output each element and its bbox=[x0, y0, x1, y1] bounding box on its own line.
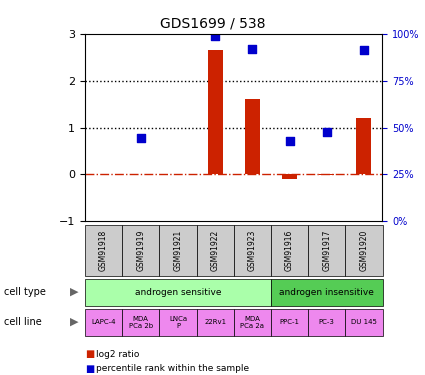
Text: ▶: ▶ bbox=[70, 317, 79, 327]
Text: ■: ■ bbox=[85, 364, 94, 374]
Text: PC-3: PC-3 bbox=[319, 319, 334, 325]
Text: 22Rv1: 22Rv1 bbox=[204, 319, 226, 325]
Text: androgen sensitive: androgen sensitive bbox=[135, 288, 221, 297]
Text: GSM91916: GSM91916 bbox=[285, 230, 294, 271]
Text: GSM91917: GSM91917 bbox=[322, 230, 331, 271]
Text: PPC-1: PPC-1 bbox=[280, 319, 300, 325]
Point bbox=[249, 46, 256, 52]
Point bbox=[212, 33, 218, 39]
Point bbox=[286, 138, 293, 144]
Text: GSM91918: GSM91918 bbox=[99, 230, 108, 271]
Bar bbox=[282, 174, 297, 179]
Point bbox=[137, 135, 144, 141]
Bar bbox=[245, 99, 260, 174]
Text: LAPC-4: LAPC-4 bbox=[91, 319, 116, 325]
Text: cell line: cell line bbox=[4, 317, 42, 327]
Text: GDS1699 / 538: GDS1699 / 538 bbox=[160, 17, 265, 31]
Bar bbox=[357, 118, 371, 174]
Text: cell type: cell type bbox=[4, 287, 46, 297]
Bar bbox=[208, 50, 223, 174]
Point bbox=[360, 47, 367, 53]
Text: GSM91923: GSM91923 bbox=[248, 230, 257, 271]
Text: GSM91921: GSM91921 bbox=[173, 230, 182, 271]
Bar bbox=[319, 174, 334, 176]
Text: log2 ratio: log2 ratio bbox=[96, 350, 139, 359]
Point bbox=[323, 129, 330, 135]
Text: GSM91920: GSM91920 bbox=[360, 230, 368, 271]
Text: GSM91919: GSM91919 bbox=[136, 230, 145, 271]
Text: ▶: ▶ bbox=[70, 287, 79, 297]
Text: ■: ■ bbox=[85, 350, 94, 359]
Text: percentile rank within the sample: percentile rank within the sample bbox=[96, 364, 249, 373]
Text: MDA
PCa 2b: MDA PCa 2b bbox=[129, 316, 153, 328]
Text: GSM91922: GSM91922 bbox=[211, 230, 220, 271]
Text: MDA
PCa 2a: MDA PCa 2a bbox=[241, 316, 264, 328]
Text: androgen insensitive: androgen insensitive bbox=[279, 288, 374, 297]
Text: DU 145: DU 145 bbox=[351, 319, 377, 325]
Text: LNCa
P: LNCa P bbox=[169, 316, 187, 328]
